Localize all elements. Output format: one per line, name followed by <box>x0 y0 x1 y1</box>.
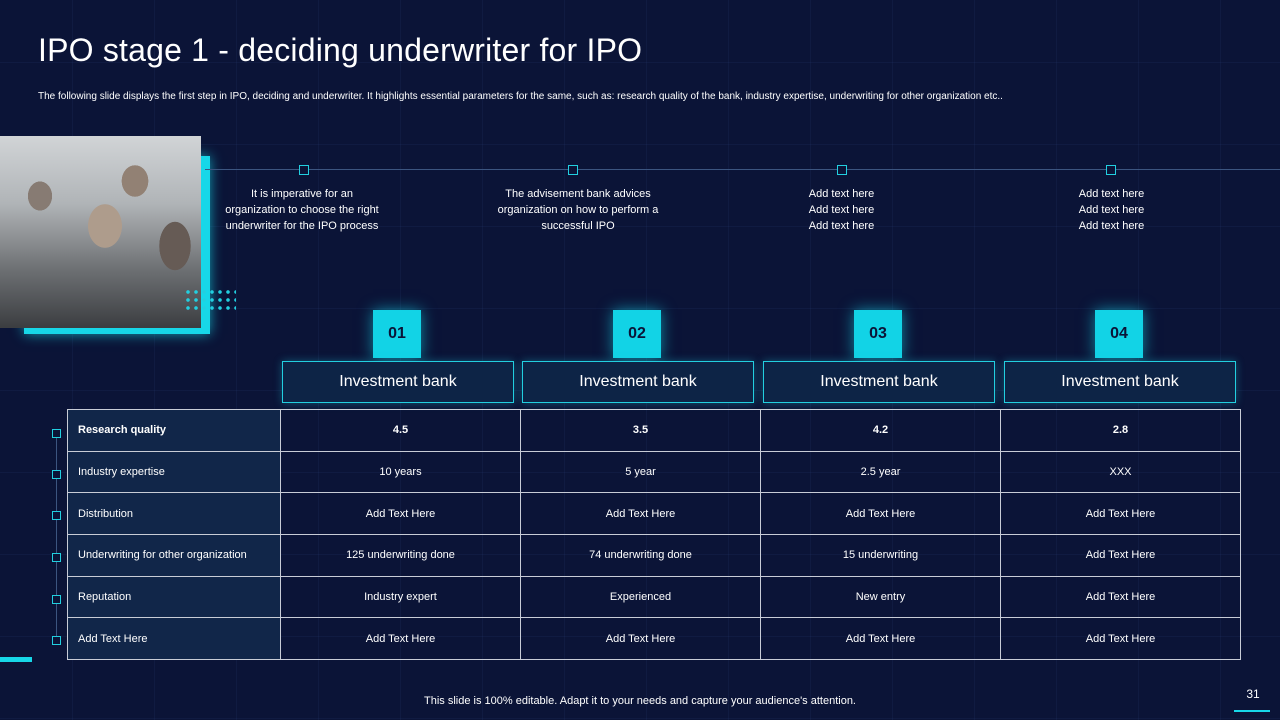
rail-marker-4 <box>52 553 61 562</box>
table-cell: 5 year <box>520 450 761 494</box>
table-cell: 10 years <box>280 450 521 494</box>
rail-marker-2 <box>52 470 61 479</box>
row-label: Underwriting for other organization <box>67 534 281 577</box>
table-cell: Add Text Here <box>760 617 1001 661</box>
comparison-table: Research quality 4.5 3.5 4.2 2.8 Industr… <box>67 409 1241 661</box>
table-cell: XXX <box>1000 450 1241 494</box>
meeting-photo <box>0 136 201 328</box>
rail-marker-1 <box>52 429 61 438</box>
table-rail-line <box>56 433 57 643</box>
page-title: IPO stage 1 - deciding underwriter for I… <box>38 32 643 68</box>
table-cell: Experienced <box>520 575 761 619</box>
page-number: 31 <box>1246 687 1260 701</box>
timeline-text-4: Add text here Add text here Add text her… <box>1078 188 1145 232</box>
table-cell: Add Text Here <box>280 492 521 536</box>
timeline-marker-3 <box>837 165 847 175</box>
column-header-3: Investment bank <box>763 361 995 403</box>
table-cell: Industry expert <box>280 575 521 619</box>
table-row: Industry expertise 10 years 5 year 2.5 y… <box>67 450 1241 494</box>
table-cell: 2.8 <box>1000 409 1241 452</box>
table-cell: Add Text Here <box>520 492 761 536</box>
timeline-marker-1 <box>299 165 309 175</box>
column-header-4: Investment bank <box>1004 361 1236 403</box>
table-cell: Add Text Here <box>1000 617 1241 661</box>
timeline-line <box>205 169 1280 170</box>
row-label: Research quality <box>67 409 281 452</box>
timeline-marker-4 <box>1106 165 1116 175</box>
timeline-text-3: Add text here Add text here Add text her… <box>808 188 875 232</box>
footer-note: This slide is 100% editable. Adapt it to… <box>424 695 856 707</box>
column-number-badge-2: 02 <box>613 310 661 358</box>
rail-marker-3 <box>52 511 61 520</box>
page-subtitle: The following slide displays the first s… <box>38 91 1003 102</box>
table-row: Research quality 4.5 3.5 4.2 2.8 <box>67 409 1241 452</box>
table-cell: Add Text Here <box>1000 534 1241 577</box>
table-cell: Add Text Here <box>280 617 521 661</box>
table-cell: Add Text Here <box>520 617 761 661</box>
timeline-marker-2 <box>568 165 578 175</box>
column-number-badge-3: 03 <box>854 310 902 358</box>
timeline-text-2: The advisement bank advices organization… <box>497 188 659 232</box>
timeline-text-1: It is imperative for an organization to … <box>225 188 379 232</box>
rail-marker-6 <box>52 636 61 645</box>
column-header-2: Investment bank <box>522 361 754 403</box>
table-cell: 4.5 <box>280 409 521 452</box>
table-cell: 15 underwriting <box>760 534 1001 577</box>
rail-marker-5 <box>52 595 61 604</box>
row-label: Reputation <box>67 575 281 619</box>
column-number-badge-4: 04 <box>1095 310 1143 358</box>
table-cell: New entry <box>760 575 1001 619</box>
table-row: Add Text Here Add Text Here Add Text Her… <box>67 617 1241 661</box>
column-number-badge-1: 01 <box>373 310 421 358</box>
row-label: Add Text Here <box>67 617 281 661</box>
table-cell: Add Text Here <box>760 492 1001 536</box>
dot-pattern-decoration <box>184 288 236 314</box>
row-label: Distribution <box>67 492 281 536</box>
table-cell: 74 underwriting done <box>520 534 761 577</box>
table-cell: 3.5 <box>520 409 761 452</box>
table-cell: 2.5 year <box>760 450 1001 494</box>
table-cell: Add Text Here <box>1000 575 1241 619</box>
column-header-1: Investment bank <box>282 361 514 403</box>
table-cell: Add Text Here <box>1000 492 1241 536</box>
corner-accent-bar <box>0 657 32 662</box>
table-cell: 125 underwriting done <box>280 534 521 577</box>
table-row: Reputation Industry expert Experienced N… <box>67 575 1241 619</box>
table-cell: 4.2 <box>760 409 1001 452</box>
table-row: Underwriting for other organization 125 … <box>67 534 1241 577</box>
row-label: Industry expertise <box>67 450 281 494</box>
table-row: Distribution Add Text Here Add Text Here… <box>67 492 1241 536</box>
page-number-underline <box>1234 710 1270 712</box>
